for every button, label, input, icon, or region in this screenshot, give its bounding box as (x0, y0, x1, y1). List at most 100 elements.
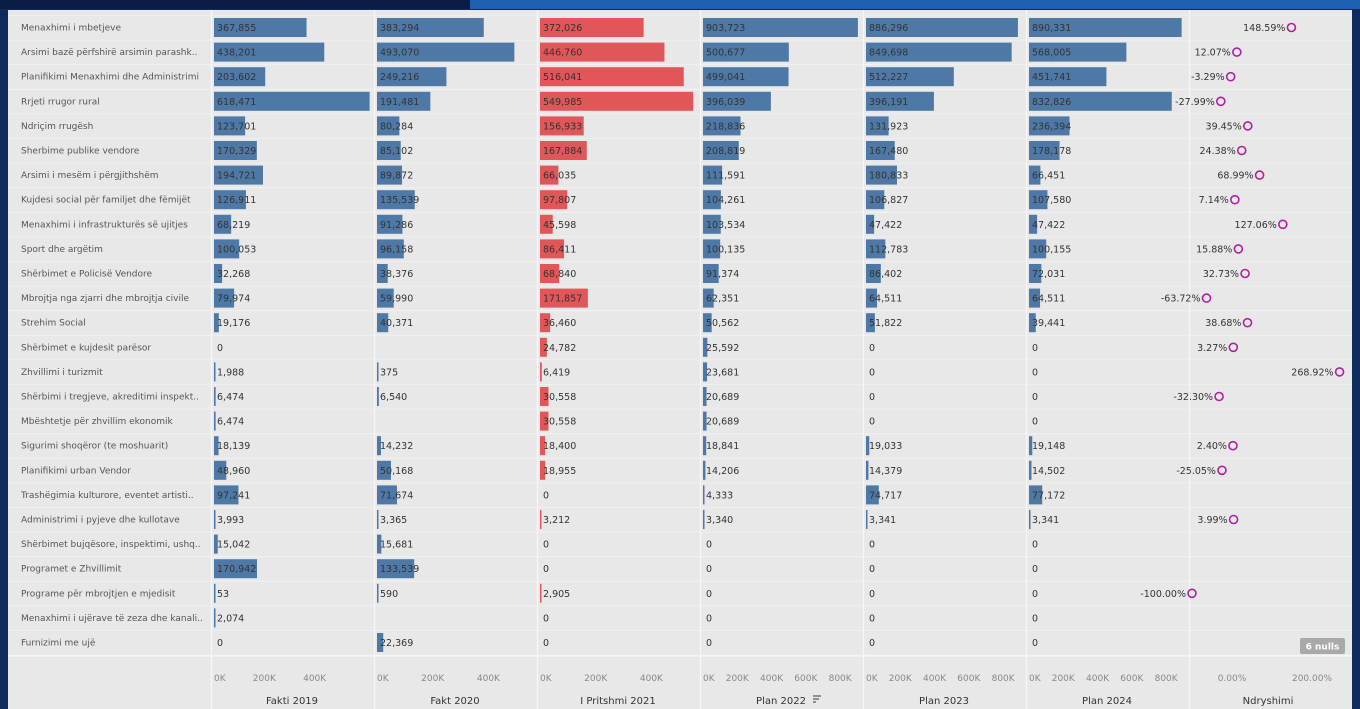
tick-label: 200K (726, 674, 750, 684)
bar (214, 313, 219, 333)
data-label: 22,369 (380, 638, 413, 649)
bar (214, 18, 307, 37)
bar (540, 337, 547, 357)
data-label: 372,026 (543, 23, 582, 34)
data-label: 499,041 (706, 72, 745, 83)
bar (866, 165, 897, 185)
bar (540, 510, 542, 529)
data-label: 0 (1032, 367, 1038, 378)
column-header: Plan 2022 (756, 696, 806, 707)
data-label: 47,422 (1032, 220, 1065, 231)
data-label: 375 (380, 367, 398, 378)
data-label: 493,070 (380, 48, 419, 59)
data-label: 64,511 (1032, 294, 1065, 305)
data-label: 0 (869, 417, 875, 428)
data-label: 0 (869, 343, 875, 354)
tick-label: 200K (584, 674, 608, 684)
change-marker (1232, 47, 1242, 57)
column-header: I Pritshmi 2021 (580, 696, 656, 707)
change-marker (1254, 170, 1265, 180)
change-label: 32.73% (1203, 269, 1239, 280)
bar (1029, 460, 1032, 480)
data-label: 0 (1032, 417, 1038, 428)
data-label: 0 (706, 564, 712, 575)
data-label: 1,988 (217, 367, 244, 378)
data-label: 396,039 (706, 97, 745, 108)
data-label: 14,379 (869, 466, 902, 477)
data-label: 3,212 (543, 515, 570, 526)
bar (703, 510, 705, 529)
change-marker (1236, 145, 1247, 156)
row-label: Trashëgimia kulturore, eventet artisti.. (20, 491, 194, 501)
bar (214, 387, 216, 406)
change-label: 127.06% (1235, 220, 1277, 231)
bar (1029, 485, 1043, 505)
bar (866, 42, 1012, 62)
data-label: 3,993 (217, 515, 244, 526)
data-label: 20,689 (706, 392, 739, 403)
change-marker (1201, 293, 1212, 303)
data-label: 249,216 (380, 72, 419, 83)
bar (866, 18, 1018, 37)
tick-label: 400K (477, 674, 501, 684)
data-label: 6,474 (217, 392, 244, 403)
bar (377, 42, 515, 62)
tick-label: 800K (1155, 674, 1179, 684)
data-label: 180,833 (869, 171, 908, 182)
bar (377, 288, 394, 308)
row-label: Menaxhimi i infrastrukturës së ujitjes (21, 220, 188, 230)
data-label: 6,474 (217, 417, 244, 428)
data-label: 72,031 (1032, 269, 1065, 280)
data-label: 15,042 (217, 540, 250, 551)
bar (1029, 42, 1127, 62)
bar (214, 141, 257, 160)
row-label: Rrjeti rrugor rural (21, 97, 100, 107)
column-header: Fakt 2020 (430, 696, 479, 707)
data-label: 549,985 (543, 97, 582, 108)
change-label: -27.99% (1175, 97, 1215, 108)
bar (703, 165, 723, 185)
data-label: 0 (1032, 564, 1038, 575)
bar (703, 485, 705, 505)
change-marker (1228, 342, 1239, 353)
data-label: 47,422 (869, 220, 902, 231)
tick-label: 0.00% (1218, 674, 1247, 684)
bar (866, 436, 870, 456)
row-label: Mbrojtja nga zjarri dhe mbrojtja civile (21, 294, 190, 304)
change-marker (1228, 514, 1239, 525)
bar (1029, 436, 1033, 456)
tick-label: 400K (923, 674, 947, 684)
data-label: 45,598 (543, 220, 576, 231)
data-label: 66,451 (1032, 171, 1065, 182)
bar (214, 608, 216, 628)
column-header: Plan 2024 (1082, 696, 1132, 707)
row-label: Shërbimet bujqësore, inspektimi, ushq.. (21, 540, 201, 550)
tick-label: 600K (1120, 674, 1144, 684)
bar (377, 313, 389, 333)
bar (1029, 91, 1172, 111)
bar (703, 91, 771, 111)
change-marker (1214, 391, 1224, 402)
change-marker (1228, 440, 1238, 451)
tick-label: 600K (794, 674, 818, 684)
change-label: 38.68% (1205, 318, 1241, 329)
data-label: 208,819 (706, 146, 745, 157)
data-label: 178,178 (1032, 146, 1071, 157)
data-label: 0 (1032, 540, 1038, 551)
data-label: 100,053 (217, 244, 256, 255)
data-label: 104,261 (706, 195, 745, 206)
data-label: 590 (380, 589, 398, 600)
bar (214, 534, 218, 554)
data-label: 903,723 (706, 23, 745, 34)
data-label: 500,677 (706, 48, 745, 59)
data-label: 91,374 (706, 269, 739, 280)
nulls-badge[interactable] (1300, 638, 1345, 654)
data-label: 14,502 (1032, 466, 1065, 477)
bar (703, 288, 714, 308)
bar (214, 116, 246, 136)
nulls-badge-label[interactable]: 6 nulls (1306, 643, 1340, 653)
data-label: 68,219 (217, 220, 250, 231)
data-label: 0 (1032, 392, 1038, 403)
data-label: 100,155 (1032, 244, 1071, 255)
row-label: Shërbimet e Policisë Vendore (21, 270, 153, 280)
